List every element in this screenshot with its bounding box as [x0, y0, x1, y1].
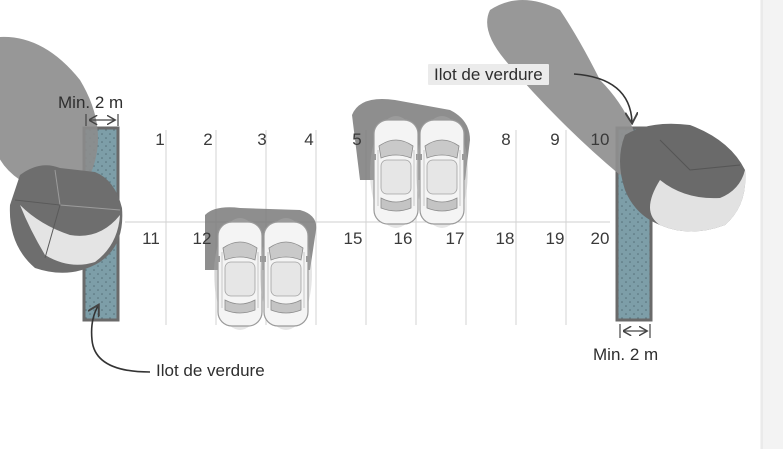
space-number: 18: [495, 229, 515, 248]
min-width-label-left: Min. 2 m: [58, 93, 124, 112]
car-icon: [213, 217, 267, 331]
space-number: 15: [343, 229, 363, 248]
page-edge: [760, 0, 783, 449]
space-number: 16: [393, 229, 413, 248]
space-number: 5: [352, 130, 362, 149]
space-number: 10: [590, 130, 610, 149]
tree-icon: [487, 0, 746, 232]
leader-arrow-icon: [573, 73, 632, 122]
space-number: 20: [590, 229, 610, 248]
car-icon: [415, 115, 469, 229]
space-number: 12: [192, 229, 212, 248]
green-island-label-bottom: Ilot de verdure: [156, 361, 265, 380]
min-width-label-right: Min. 2 m: [593, 345, 659, 364]
space-number: 9: [550, 130, 560, 149]
tree-icon: [0, 37, 123, 273]
space-number: 1: [155, 130, 165, 149]
green-island-label-top: Ilot de verdure: [428, 64, 549, 85]
car-icon: [369, 115, 423, 229]
leader-arrow-icon: [92, 306, 151, 373]
space-number: 19: [545, 229, 565, 248]
dimension-arrow-icon: [619, 324, 651, 338]
space-number: 8: [501, 130, 511, 149]
space-number: 17: [445, 229, 465, 248]
dimension-arrow-icon: [85, 114, 119, 126]
space-number: 4: [304, 130, 314, 149]
car-icon: [259, 217, 313, 331]
space-number: 2: [203, 130, 213, 149]
space-number: 11: [142, 229, 160, 248]
space-number: 3: [257, 130, 267, 149]
